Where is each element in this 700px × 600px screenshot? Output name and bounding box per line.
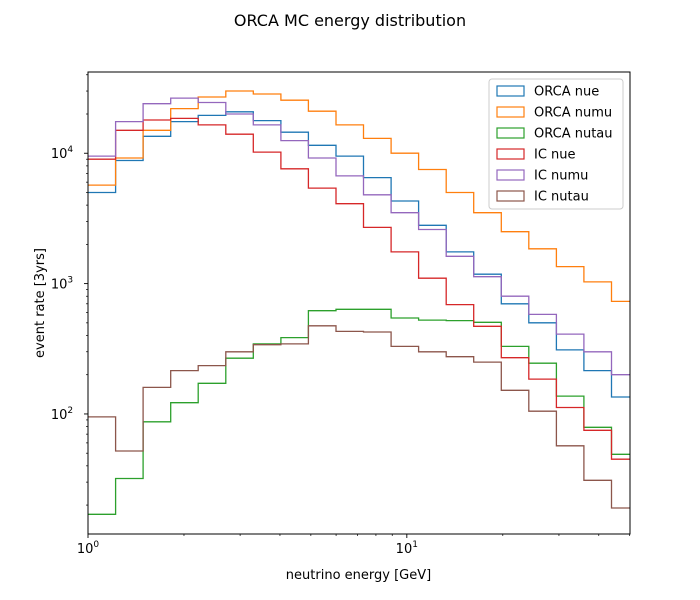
legend-swatch-ic-nue: [496, 148, 525, 160]
plot-area: [87, 71, 631, 535]
legend-swatch-orca-nutau: [496, 127, 525, 139]
legend-label-orca-numu: ORCA numu: [534, 106, 612, 121]
legend-label-ic-nue: IC nue: [534, 148, 576, 163]
y-tick-label: 103: [51, 276, 73, 293]
y-tick-label: 102: [51, 406, 73, 423]
x-tick-label: 100: [77, 540, 100, 557]
y-tick-label: 104: [51, 145, 74, 162]
x-tick-label: 101: [396, 540, 418, 557]
series-line-orca-nue: [88, 111, 630, 398]
legend-swatch-ic-numu: [496, 169, 525, 181]
legend-label-ic-nutau: IC nutau: [534, 190, 589, 205]
legend-swatch-ic-nutau: [496, 190, 525, 202]
legend-label-ic-numu: IC numu: [534, 169, 588, 184]
axes-frame: [87, 71, 631, 535]
series-group: [88, 90, 630, 515]
legend-label-orca-nue: ORCA nue: [534, 85, 599, 100]
x-axis-ticks: 100 101: [77, 534, 631, 557]
series-line-orca-nutau: [88, 308, 630, 515]
series-line-orca-numu: [88, 90, 630, 303]
series-line-ic-numu: [88, 97, 630, 376]
legend-box: [488, 78, 624, 210]
chart-title: ORCA MC energy distribution: [234, 11, 466, 30]
series-line-ic-nutau: [88, 325, 630, 509]
y-axis-ticks: 102 103 104: [51, 74, 88, 506]
legend-swatch-orca-nue: [496, 85, 525, 97]
legend-swatch-orca-numu: [496, 106, 525, 118]
y-axis-label: event rate [3yrs]: [33, 248, 48, 358]
x-axis-label: neutrino energy [GeV]: [286, 568, 431, 583]
series-line-ic-nue: [88, 117, 630, 460]
legend: ORCA nue ORCA numu ORCA nutau IC nue IC numu…: [488, 78, 624, 210]
legend-label-orca-nutau: ORCA nutau: [534, 127, 613, 142]
